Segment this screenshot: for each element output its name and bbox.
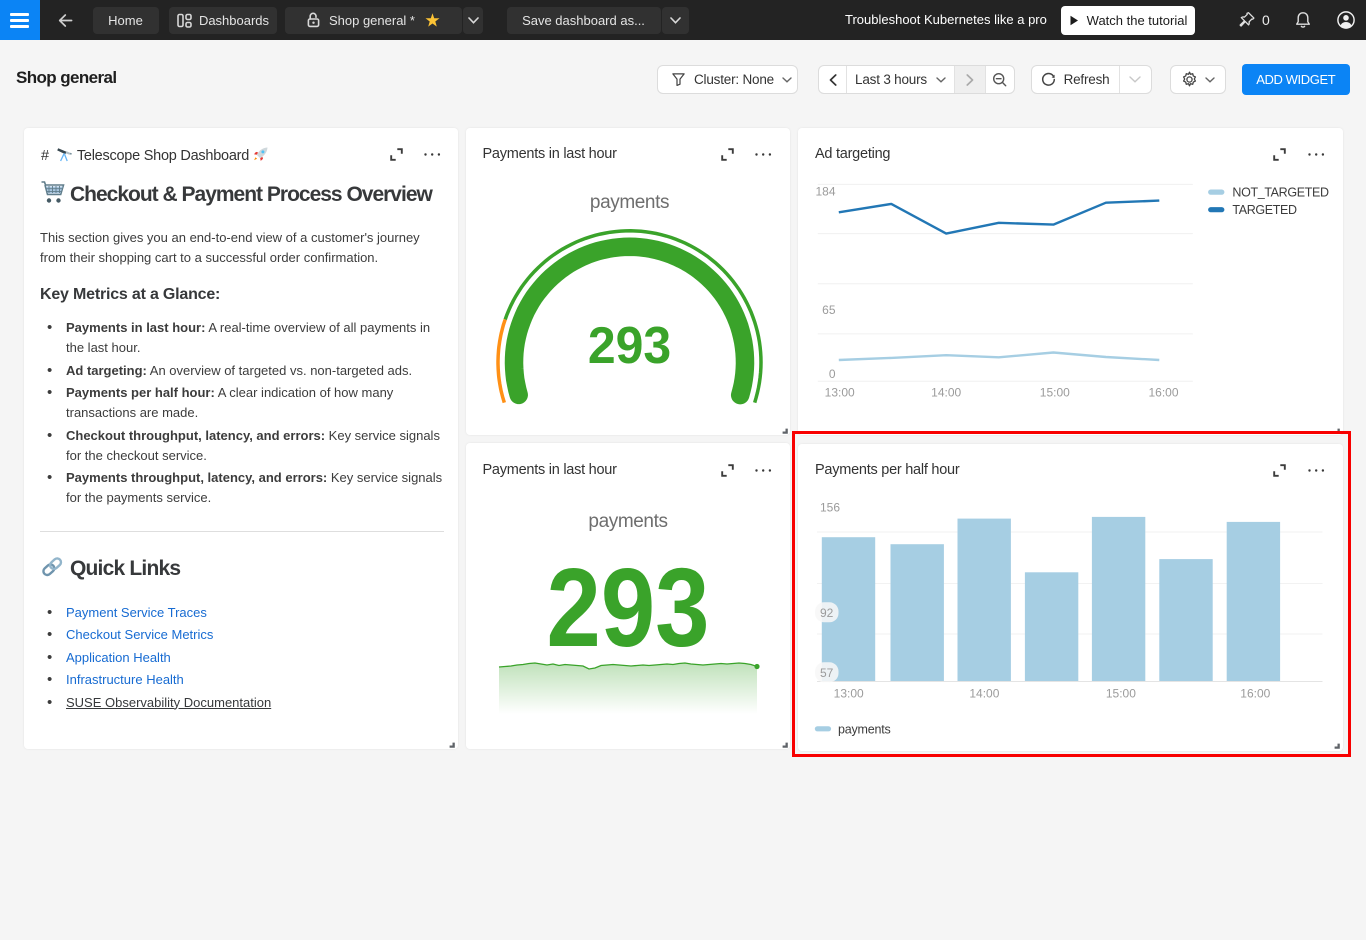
svg-text:293: 293 [546, 546, 709, 670]
svg-text:payments: payments [588, 511, 667, 532]
svg-text:156: 156 [820, 500, 840, 514]
svg-text:13:00: 13:00 [834, 686, 864, 700]
svg-text:15:00: 15:00 [1106, 686, 1136, 700]
svg-text:293: 293 [587, 316, 670, 374]
svg-text:0: 0 [829, 367, 836, 381]
svg-text:payments: payments [838, 722, 891, 736]
svg-text:TARGETED: TARGETED [1232, 203, 1297, 217]
svg-text:16:00: 16:00 [1148, 386, 1178, 400]
svg-text:NOT_TARGETED: NOT_TARGETED [1232, 186, 1329, 200]
svg-text:14:00: 14:00 [969, 686, 999, 700]
svg-text:65: 65 [822, 303, 836, 317]
svg-text:15:00: 15:00 [1040, 386, 1070, 400]
svg-text:14:00: 14:00 [931, 386, 961, 400]
svg-text:57: 57 [820, 665, 834, 679]
svg-text:13:00: 13:00 [825, 386, 855, 400]
svg-text:184: 184 [815, 185, 835, 199]
svg-text:92: 92 [820, 605, 834, 619]
svg-text:payments: payments [589, 192, 668, 213]
svg-text:16:00: 16:00 [1240, 686, 1270, 700]
